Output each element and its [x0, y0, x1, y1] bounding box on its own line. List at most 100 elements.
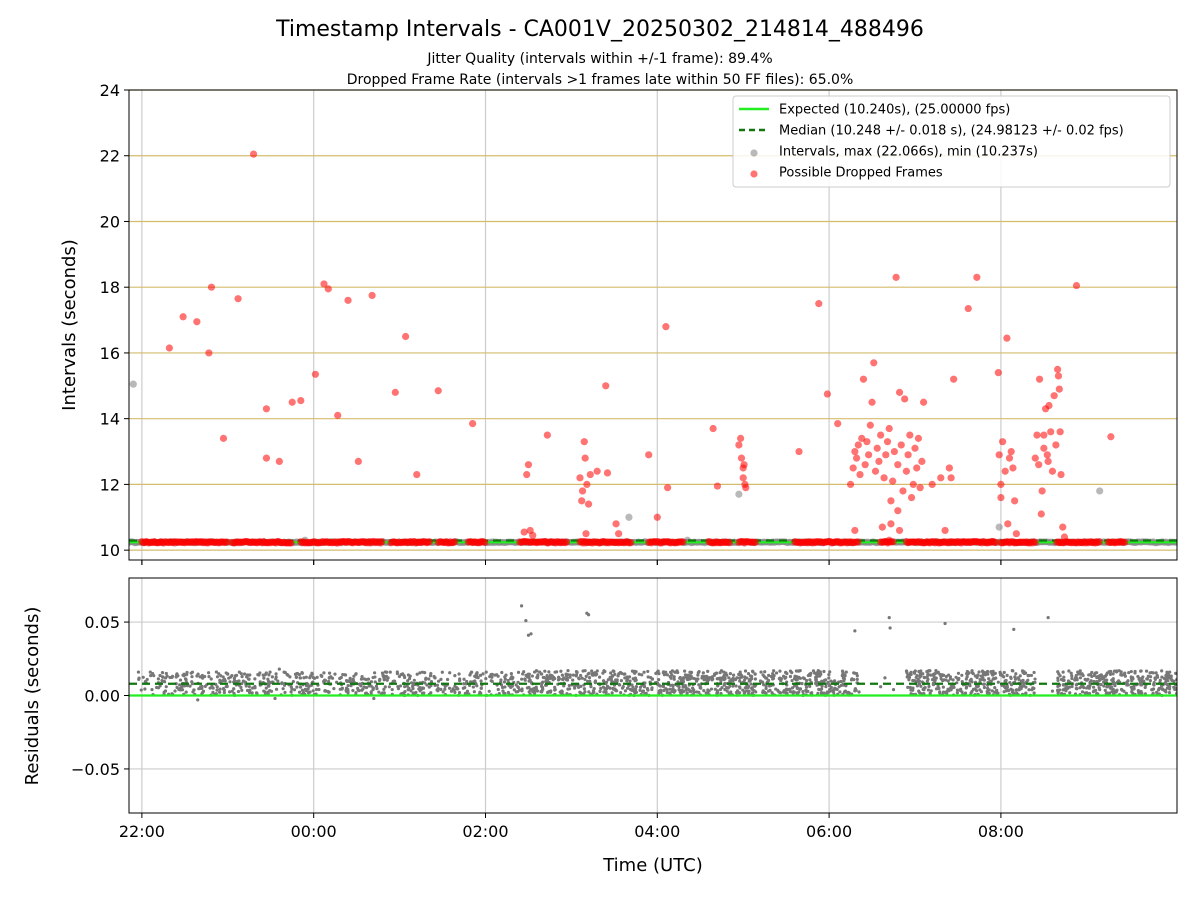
residual-point	[680, 678, 684, 682]
residual-point	[261, 673, 265, 677]
residual-point	[283, 690, 287, 695]
residual-point	[1137, 676, 1141, 680]
residual-point	[371, 686, 375, 690]
residual-point	[293, 672, 298, 676]
residual-point	[445, 677, 450, 682]
dropped-frame-point	[865, 451, 873, 459]
residual-point	[681, 676, 686, 680]
dropped-frame-point	[207, 283, 216, 291]
residual-point	[668, 691, 672, 695]
bottom-x-tick-label: 00:00	[291, 822, 337, 841]
top-y-tick-label: 12	[100, 475, 120, 494]
residual-point	[584, 674, 588, 678]
dropped-frame-point	[1033, 431, 1041, 439]
residual-point	[281, 687, 285, 691]
dropped-frame-point	[179, 313, 187, 321]
residual-point	[1168, 670, 1172, 674]
residual-point	[784, 687, 788, 691]
dropped-frame-point	[1005, 454, 1014, 462]
residual-point	[490, 672, 494, 676]
residual-point	[1170, 678, 1174, 682]
residual-point	[387, 685, 391, 689]
dropped-frame-point	[586, 470, 594, 479]
top-y-axis-label: Intervals (seconds)	[59, 239, 80, 411]
residual-point	[424, 676, 428, 680]
residual-point	[246, 673, 251, 677]
dropped-frame-point	[909, 480, 917, 489]
residual-point	[754, 690, 758, 694]
residual-point	[547, 670, 551, 674]
residual-point	[594, 673, 598, 677]
residual-point	[661, 684, 666, 689]
residual-point	[349, 684, 353, 688]
residual-point	[465, 689, 470, 693]
residual-point	[1018, 674, 1022, 678]
residual-point	[359, 677, 364, 681]
residual-point	[794, 669, 799, 673]
residual-point	[718, 676, 722, 680]
residual-point	[473, 679, 477, 683]
residual-point	[1123, 674, 1127, 678]
residual-point	[306, 690, 310, 694]
residual-point	[1012, 627, 1016, 632]
residual-point	[949, 688, 953, 692]
residual-point	[168, 675, 172, 680]
chart-title: Timestamp Intervals - CA001V_20250302_21…	[275, 17, 924, 42]
residual-point	[1070, 684, 1074, 689]
residual-point	[356, 686, 360, 690]
residual-point	[842, 677, 846, 681]
residual-point	[741, 688, 745, 692]
residual-point	[298, 685, 303, 689]
dropped-frame-point	[324, 285, 332, 293]
residual-point	[469, 671, 473, 675]
residual-point	[304, 675, 308, 679]
residual-point	[577, 676, 581, 680]
residual-point	[824, 685, 828, 689]
residual-point	[540, 690, 544, 694]
residual-point	[771, 676, 776, 680]
dropped-frame-point	[583, 480, 591, 489]
residual-point	[727, 691, 731, 696]
residual-point	[934, 676, 938, 680]
residual-point	[277, 667, 281, 671]
residual-point	[749, 686, 754, 690]
residual-point	[641, 689, 645, 693]
residual-point	[749, 682, 753, 686]
residual-point	[242, 672, 247, 676]
residual-point	[601, 679, 606, 683]
residual-point	[137, 676, 141, 680]
dropped-frame-point	[913, 464, 921, 472]
residual-point	[772, 669, 776, 673]
residual-point	[784, 670, 788, 675]
residual-point	[343, 673, 347, 677]
residual-point	[1174, 691, 1177, 696]
residual-point	[795, 686, 799, 691]
residual-point	[1005, 673, 1009, 677]
residual-point	[808, 672, 812, 676]
residual-point	[598, 689, 602, 693]
residual-point	[670, 669, 675, 673]
bottom-y-tick-label: −0.05	[71, 760, 120, 779]
residual-point	[521, 672, 525, 676]
residual-point	[800, 681, 804, 686]
residual-point	[922, 688, 926, 692]
residual-point	[727, 676, 731, 680]
residual-point	[543, 669, 547, 673]
residual-point	[288, 675, 292, 679]
residual-point	[587, 675, 592, 680]
residual-point	[942, 673, 946, 677]
residual-point	[218, 678, 222, 682]
residual-point	[737, 691, 742, 695]
residual-point	[705, 691, 710, 695]
residual-point	[744, 689, 749, 693]
residual-point	[1099, 673, 1103, 677]
residual-point	[517, 688, 522, 692]
residual-point	[268, 670, 272, 674]
residual-point	[765, 676, 769, 680]
residual-point	[676, 670, 680, 675]
residual-point	[181, 673, 185, 677]
residual-point	[274, 672, 278, 676]
bottom-x-tick-label: 22:00	[119, 822, 165, 841]
residual-point	[908, 671, 913, 675]
residual-point	[670, 673, 674, 677]
